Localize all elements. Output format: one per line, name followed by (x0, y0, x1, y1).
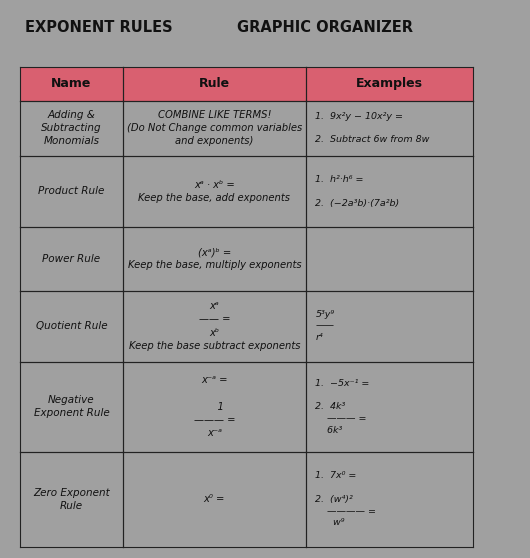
Text: xᵃ · xᵇ =
Keep the base, add exponents: xᵃ · xᵇ = Keep the base, add exponents (138, 180, 290, 203)
Text: Power Rule: Power Rule (42, 254, 101, 264)
Text: Zero Exponent
Rule: Zero Exponent Rule (33, 488, 110, 511)
Text: x⁰ =: x⁰ = (204, 494, 225, 504)
Text: 1.  9x²y − 10x²y =

2.  Subtract 6w from 8w: 1. 9x²y − 10x²y = 2. Subtract 6w from 8w (315, 112, 430, 145)
Text: Examples: Examples (356, 77, 423, 90)
Text: EXPONENT RULES: EXPONENT RULES (25, 20, 172, 35)
Text: 5³y⁹
——
r⁴: 5³y⁹ —— r⁴ (315, 310, 334, 343)
Text: COMBINE LIKE TERMS!
(Do Not Change common variables
and exponents): COMBINE LIKE TERMS! (Do Not Change commo… (127, 110, 302, 146)
Bar (123, 67, 306, 100)
Text: Negative
Exponent Rule: Negative Exponent Rule (33, 395, 109, 418)
Bar (20, 67, 123, 100)
Text: Product Rule: Product Rule (38, 186, 104, 196)
Text: (xᵃ)ᵇ =
Keep the base, multiply exponents: (xᵃ)ᵇ = Keep the base, multiply exponent… (128, 247, 301, 270)
Text: xᵃ
—— =
xᵇ
Keep the base subtract exponents: xᵃ —— = xᵇ Keep the base subtract expone… (129, 301, 300, 351)
Text: Adding &
Subtracting
Monomials: Adding & Subtracting Monomials (41, 110, 102, 146)
Text: Name: Name (51, 77, 92, 90)
Text: 1.  h²·h⁶ =

2.  (−2a³b)·(7a²b): 1. h²·h⁶ = 2. (−2a³b)·(7a²b) (315, 175, 400, 208)
Text: x⁻ᵃ =

    1
——— =
x⁻ᵃ: x⁻ᵃ = 1 ——— = x⁻ᵃ (193, 376, 235, 438)
Text: GRAPHIC ORGANIZER: GRAPHIC ORGANIZER (237, 20, 413, 35)
Text: Rule: Rule (199, 77, 230, 90)
Text: Quotient Rule: Quotient Rule (36, 321, 107, 331)
Text: 1.  −5x⁻¹ =

2.  4k³
    ——— =
    6k³: 1. −5x⁻¹ = 2. 4k³ ——— = 6k³ (315, 379, 370, 435)
Text: 1.  7x⁰ =

2.  (w⁴)²
    ———— =
      w⁹: 1. 7x⁰ = 2. (w⁴)² ———— = w⁹ (315, 472, 376, 527)
Bar (306, 67, 473, 100)
